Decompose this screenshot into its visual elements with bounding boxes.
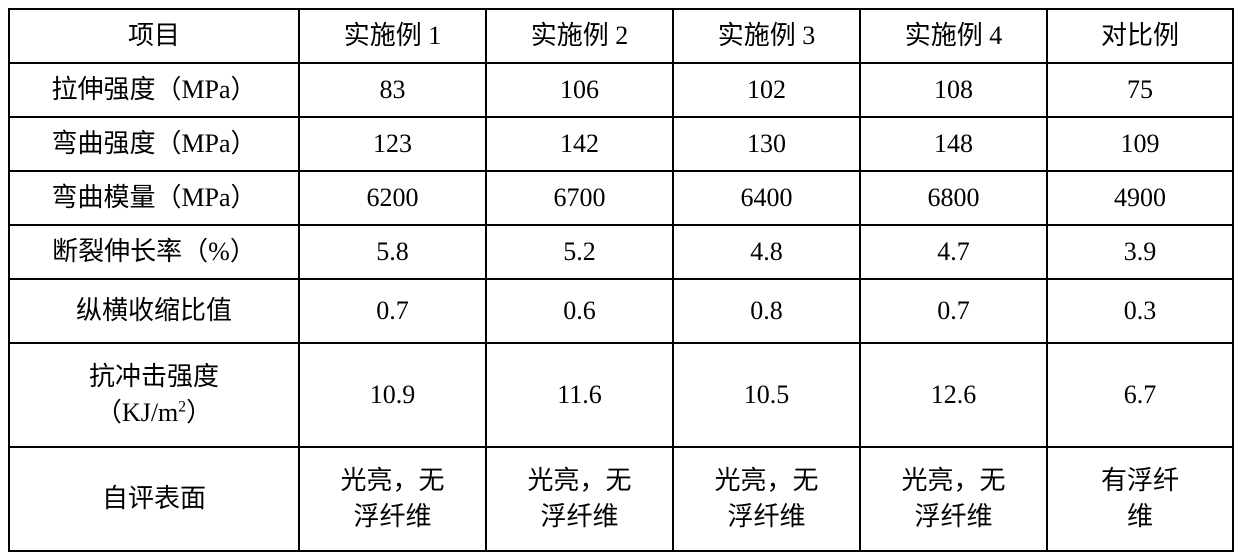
cell: 光亮，无浮纤维 bbox=[673, 447, 860, 551]
cell: 4.7 bbox=[860, 225, 1047, 279]
row-label: 自评表面 bbox=[9, 447, 299, 551]
cell: 130 bbox=[673, 117, 860, 171]
cell: 光亮，无浮纤维 bbox=[299, 447, 486, 551]
cell: 83 bbox=[299, 63, 486, 117]
cell: 0.8 bbox=[673, 279, 860, 343]
cell: 4900 bbox=[1047, 171, 1233, 225]
cell: 0.6 bbox=[486, 279, 673, 343]
cell: 10.9 bbox=[299, 343, 486, 447]
row-label: 断裂伸长率（%） bbox=[9, 225, 299, 279]
cell: 光亮，无浮纤维 bbox=[860, 447, 1047, 551]
cell: 光亮，无浮纤维 bbox=[486, 447, 673, 551]
table-row: 纵横收缩比值 0.7 0.6 0.8 0.7 0.3 bbox=[9, 279, 1233, 343]
table-header-row: 项目 实施例 1 实施例 2 实施例 3 实施例 4 对比例 bbox=[9, 9, 1233, 63]
cell: 5.8 bbox=[299, 225, 486, 279]
cell: 3.9 bbox=[1047, 225, 1233, 279]
row-label: 拉伸强度（MPa） bbox=[9, 63, 299, 117]
cell: 0.7 bbox=[860, 279, 1047, 343]
col-header: 实施例 1 bbox=[299, 9, 486, 63]
cell: 10.5 bbox=[673, 343, 860, 447]
col-header: 项目 bbox=[9, 9, 299, 63]
row-label: 纵横收缩比值 bbox=[9, 279, 299, 343]
cell: 142 bbox=[486, 117, 673, 171]
cell: 109 bbox=[1047, 117, 1233, 171]
col-header: 对比例 bbox=[1047, 9, 1233, 63]
cell: 有浮纤维 bbox=[1047, 447, 1233, 551]
cell: 11.6 bbox=[486, 343, 673, 447]
table-row: 断裂伸长率（%） 5.8 5.2 4.8 4.7 3.9 bbox=[9, 225, 1233, 279]
cell: 6400 bbox=[673, 171, 860, 225]
table-row: 弯曲模量（MPa） 6200 6700 6400 6800 4900 bbox=[9, 171, 1233, 225]
row-label: 弯曲强度（MPa） bbox=[9, 117, 299, 171]
cell: 108 bbox=[860, 63, 1047, 117]
cell: 5.2 bbox=[486, 225, 673, 279]
cell: 6200 bbox=[299, 171, 486, 225]
cell: 6.7 bbox=[1047, 343, 1233, 447]
col-header: 实施例 2 bbox=[486, 9, 673, 63]
table-row: 自评表面 光亮，无浮纤维 光亮，无浮纤维 光亮，无浮纤维 光亮，无浮纤维 有浮纤… bbox=[9, 447, 1233, 551]
cell: 0.3 bbox=[1047, 279, 1233, 343]
cell: 148 bbox=[860, 117, 1047, 171]
cell: 123 bbox=[299, 117, 486, 171]
cell: 6800 bbox=[860, 171, 1047, 225]
cell: 12.6 bbox=[860, 343, 1047, 447]
table-row: 拉伸强度（MPa） 83 106 102 108 75 bbox=[9, 63, 1233, 117]
cell: 102 bbox=[673, 63, 860, 117]
table-row: 弯曲强度（MPa） 123 142 130 148 109 bbox=[9, 117, 1233, 171]
cell: 106 bbox=[486, 63, 673, 117]
row-label: 抗冲击强度（KJ/m2） bbox=[9, 343, 299, 447]
cell: 75 bbox=[1047, 63, 1233, 117]
row-label: 弯曲模量（MPa） bbox=[9, 171, 299, 225]
cell: 0.7 bbox=[299, 279, 486, 343]
col-header: 实施例 3 bbox=[673, 9, 860, 63]
data-table: 项目 实施例 1 实施例 2 实施例 3 实施例 4 对比例 拉伸强度（MPa）… bbox=[8, 8, 1234, 552]
table-row: 抗冲击强度（KJ/m2） 10.9 11.6 10.5 12.6 6.7 bbox=[9, 343, 1233, 447]
cell: 6700 bbox=[486, 171, 673, 225]
col-header: 实施例 4 bbox=[860, 9, 1047, 63]
cell: 4.8 bbox=[673, 225, 860, 279]
